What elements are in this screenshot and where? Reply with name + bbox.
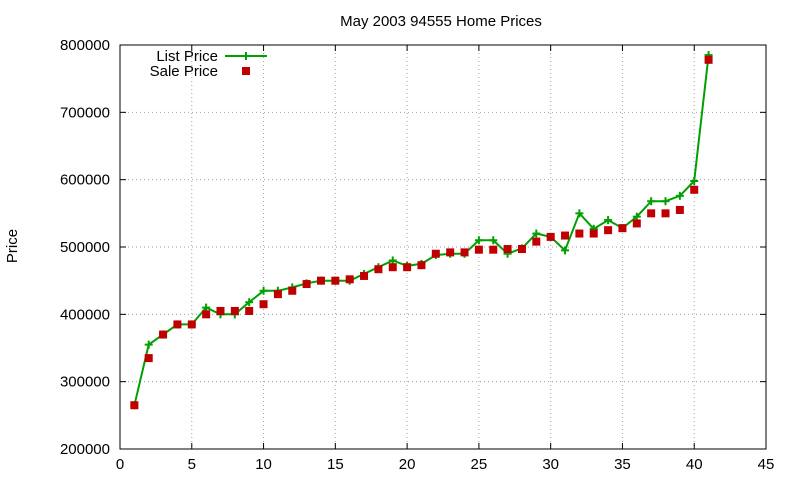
y-tick-label: 800000 (60, 37, 110, 54)
sale-price-point (259, 300, 268, 309)
sale-price-point (302, 280, 311, 289)
sale-price-point (130, 401, 139, 410)
x-tick-label: 10 (255, 456, 272, 473)
sale-price-point (460, 248, 469, 257)
y-tick-label: 300000 (60, 374, 110, 391)
list-price-point (489, 236, 498, 245)
sale-price-point (230, 306, 239, 315)
list-price-point (388, 256, 397, 265)
x-tick-label: 35 (614, 456, 631, 473)
sale-price-point (690, 185, 699, 194)
x-tick-label: 40 (686, 456, 703, 473)
sale-price-point (489, 245, 498, 254)
y-tick-label: 500000 (60, 239, 110, 256)
sale-price-point (704, 55, 713, 64)
sale-price-point (173, 320, 182, 329)
legend-label-list-price: List Price (156, 48, 218, 65)
sale-price-point (159, 330, 168, 339)
y-tick-label: 200000 (60, 441, 110, 458)
sale-price-point (316, 276, 325, 285)
sale-price-point (431, 249, 440, 258)
sale-price-point (474, 245, 483, 254)
sale-price-point (575, 229, 584, 238)
y-tick-label: 400000 (60, 306, 110, 323)
plot-frame (119, 44, 767, 450)
x-tick-label: 0 (116, 456, 124, 473)
x-tick-label: 20 (399, 456, 416, 473)
sale-price-point (388, 263, 397, 272)
sale-price-point (331, 276, 340, 285)
sale-price-point (202, 310, 211, 319)
sale-price-point (589, 229, 598, 238)
list-price-point (675, 191, 684, 200)
sale-price-point (661, 209, 670, 218)
list-price-point (604, 216, 613, 225)
list-price-point (690, 177, 699, 186)
list-price-point (575, 209, 584, 218)
y-axis-label: Price (4, 229, 21, 263)
sale-price-point (360, 271, 369, 280)
sale-price-point (546, 232, 555, 241)
list-price-point (474, 236, 483, 245)
sale-price-point (374, 265, 383, 274)
sale-price-point (503, 245, 512, 254)
legend-square-sale-price (242, 67, 250, 75)
sale-price-point (216, 306, 225, 315)
x-tick-label: 5 (188, 456, 196, 473)
list-price-point (144, 340, 153, 349)
sale-price-point (647, 209, 656, 218)
list-price-point (532, 229, 541, 238)
axis-ticks: 0 5 10 15 20 25 30 35 40 45 200000 300000 400000 5000… (60, 37, 774, 473)
list-price-point (245, 298, 254, 307)
sale-price-point (446, 248, 455, 257)
sale-price-point (561, 231, 570, 240)
grid-lines (120, 45, 766, 449)
sale-price-point (517, 245, 526, 254)
sale-price-point (675, 205, 684, 214)
sale-price-point (403, 263, 412, 272)
sale-price-point (273, 290, 282, 299)
sale-price-point (245, 306, 254, 315)
chart-title: May 2003 94555 Home Prices (340, 13, 542, 30)
list-price-point (259, 286, 268, 295)
list-price-point (661, 197, 670, 206)
list-price-point (647, 197, 656, 206)
sale-price-point (417, 261, 426, 270)
y-tick-label: 700000 (60, 104, 110, 121)
x-tick-label: 15 (327, 456, 344, 473)
series-layer (130, 51, 713, 410)
x-tick-label: 30 (542, 456, 559, 473)
sale-price-point (604, 226, 613, 235)
x-tick-label: 25 (471, 456, 488, 473)
list-price-point (561, 246, 570, 255)
sale-price-point (532, 237, 541, 246)
sale-price-point (144, 354, 153, 363)
sale-price-point (618, 224, 627, 233)
sale-price-point (187, 320, 196, 329)
sale-price-point (345, 275, 354, 284)
sale-price-point (288, 286, 297, 295)
x-tick-label: 45 (758, 456, 775, 473)
list-price-point (632, 212, 641, 221)
sale-price-point (632, 219, 641, 228)
legend-label-sale-price: Sale Price (150, 63, 218, 80)
y-tick-label: 600000 (60, 172, 110, 189)
list-price-point (202, 303, 211, 312)
